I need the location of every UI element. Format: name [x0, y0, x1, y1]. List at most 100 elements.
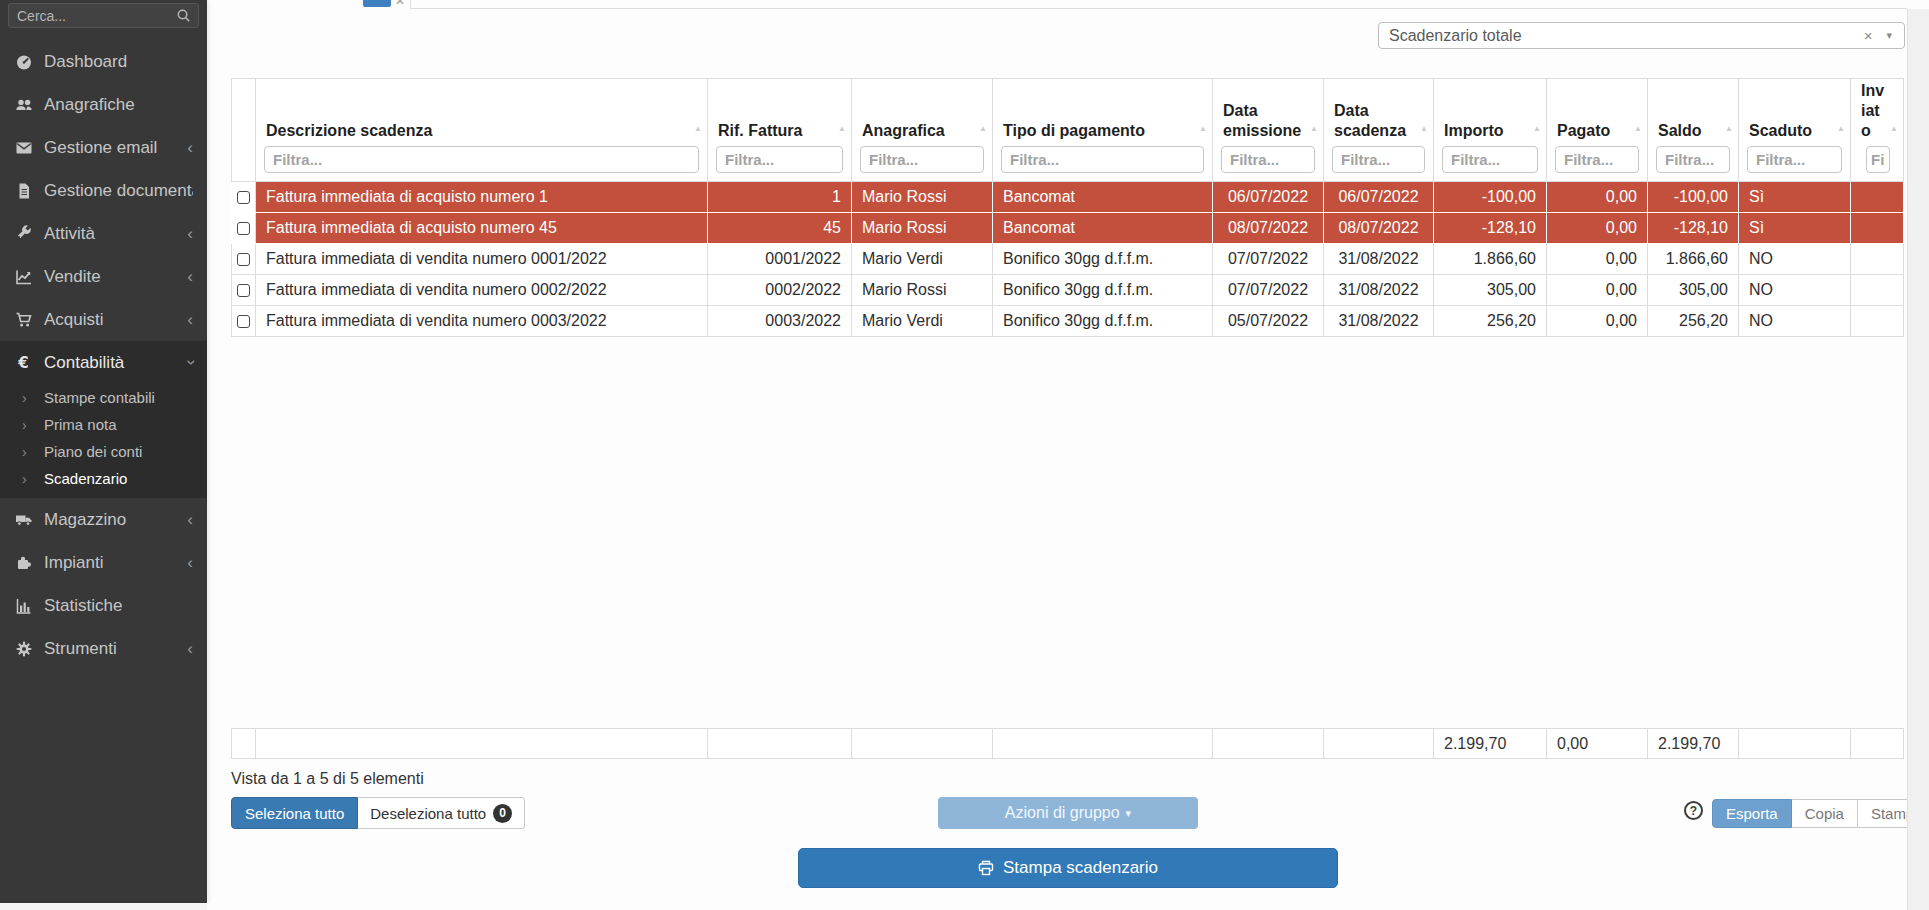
active-tab-remnant[interactable]	[363, 0, 391, 7]
column-header-rif-fattura[interactable]: Rif. Fattura▲	[708, 79, 852, 182]
sort-icon: ▲	[1418, 124, 1428, 141]
cart-icon	[14, 311, 34, 329]
chevron-left-icon: ‹	[187, 554, 193, 571]
header-checkbox-column	[232, 79, 256, 182]
scadenzario-table: Descrizione scadenza▲ Rif. Fattura▲ Anag…	[231, 78, 1904, 337]
scadenzario-type-select[interactable]: Scadenzario totale × ▾	[1378, 22, 1905, 49]
filter-anagrafica-input[interactable]	[860, 146, 984, 173]
column-header-pagato[interactable]: Pagato▲	[1547, 79, 1648, 182]
column-header-scaduto[interactable]: Scaduto▲	[1739, 79, 1851, 182]
row-checkbox[interactable]	[237, 284, 250, 297]
table-row[interactable]: Fattura immediata di acquisto numero 1 1…	[232, 182, 1904, 213]
help-icon[interactable]: ?	[1684, 801, 1703, 820]
sidebar-subitem-prima-nota[interactable]: › Prima nota	[0, 411, 207, 438]
sort-icon: ▲	[1835, 124, 1845, 141]
sidebar-item-label: Anagrafiche	[44, 95, 193, 115]
sidebar-subitem-stampe-contabili[interactable]: › Stampe contabili	[0, 384, 207, 411]
row-checkbox[interactable]	[237, 191, 250, 204]
users-icon	[14, 96, 34, 114]
filter-descrizione-input[interactable]	[264, 146, 699, 173]
chevron-left-icon: ‹	[187, 511, 193, 528]
app-root: Dashboard Anagrafiche Gestione email ‹	[0, 0, 1929, 910]
sort-icon: ▲	[1632, 124, 1642, 141]
sidebar-subitem-label: Prima nota	[44, 416, 117, 433]
wrench-icon	[14, 225, 34, 243]
column-header-descrizione[interactable]: Descrizione scadenza▲	[256, 79, 708, 182]
column-header-data-emissione[interactable]: Data emissione▲	[1213, 79, 1324, 182]
sidebar-bottom-gap	[0, 903, 207, 910]
filter-scaduto-input[interactable]	[1747, 146, 1842, 173]
sidebar-item-label: Magazzino	[44, 510, 187, 530]
table-row[interactable]: Fattura immediata di acquisto numero 45 …	[232, 213, 1904, 244]
sidebar-subitem-piano-dei-conti[interactable]: › Piano dei conti	[0, 438, 207, 465]
copy-button[interactable]: Copia	[1792, 799, 1858, 828]
sidebar-item-vendite[interactable]: Vendite ‹	[0, 255, 207, 298]
group-actions-button[interactable]: Azioni di gruppo ▾	[938, 797, 1198, 829]
clear-selection-icon[interactable]: ×	[1864, 27, 1887, 44]
document-icon	[14, 182, 34, 200]
truck-icon	[14, 511, 34, 529]
sidebar-item-label: Impianti	[44, 553, 187, 573]
sort-icon: ▲	[836, 124, 846, 141]
sidebar-item-gestione-email[interactable]: Gestione email ‹	[0, 126, 207, 169]
filter-tipo-pagamento-input[interactable]	[1001, 146, 1204, 173]
sidebar-item-label: Attività	[44, 224, 187, 244]
line-chart-icon	[14, 268, 34, 286]
sidebar-item-statistiche[interactable]: Statistiche	[0, 584, 207, 627]
filter-pagato-input[interactable]	[1555, 146, 1639, 173]
sidebar-nav: Dashboard Anagrafiche Gestione email ‹	[0, 40, 207, 670]
sidebar-item-gestione-documentale[interactable]: Gestione documentale	[0, 169, 207, 212]
printer-icon	[978, 860, 994, 876]
filter-rif-fattura-input[interactable]	[716, 146, 843, 173]
table-row[interactable]: Fattura immediata di vendita numero 0001…	[232, 244, 1904, 275]
sidebar-item-attivita[interactable]: Attività ‹	[0, 212, 207, 255]
row-checkbox[interactable]	[237, 222, 250, 235]
selection-button-group: Seleziona tutto Deseleziona tutto 0	[231, 797, 525, 829]
chevron-left-icon: ‹	[187, 640, 193, 657]
filter-saldo-input[interactable]	[1656, 146, 1730, 173]
column-header-importo[interactable]: Importo▲	[1434, 79, 1547, 182]
sidebar-item-label: Acquisti	[44, 310, 187, 330]
sidebar-search	[8, 3, 199, 28]
column-header-inviato[interactable]: Inviato▲	[1851, 79, 1904, 182]
scrollbar-track[interactable]	[1907, 9, 1929, 910]
filter-data-emissione-input[interactable]	[1221, 146, 1315, 173]
filter-inviato-input[interactable]	[1866, 146, 1890, 173]
sidebar-item-label: Vendite	[44, 267, 187, 287]
total-importo: 2.199,70	[1434, 729, 1547, 759]
sidebar-subitem-scadenzario[interactable]: › Scadenzario	[0, 465, 207, 492]
column-header-saldo[interactable]: Saldo▲	[1648, 79, 1739, 182]
export-button-group: Esporta Copia Stampa	[1712, 799, 1929, 828]
tab-close-icon[interactable]: ✕	[393, 0, 407, 8]
sidebar-item-dashboard[interactable]: Dashboard	[0, 40, 207, 83]
column-header-anagrafica[interactable]: Anagrafica▲	[852, 79, 993, 182]
gauge-icon	[14, 53, 34, 71]
column-header-tipo-pagamento[interactable]: Tipo di pagamento▲	[993, 79, 1213, 182]
filter-data-scadenza-input[interactable]	[1332, 146, 1425, 173]
search-input[interactable]	[9, 8, 176, 24]
deselect-all-button[interactable]: Deseleziona tutto 0	[358, 797, 525, 829]
sidebar-item-label: Gestione documentale	[44, 181, 193, 201]
sidebar-item-impianti[interactable]: Impianti ‹	[0, 541, 207, 584]
row-checkbox[interactable]	[237, 253, 250, 266]
sidebar-item-strumenti[interactable]: Strumenti ‹	[0, 627, 207, 670]
sidebar-item-acquisti[interactable]: Acquisti ‹	[0, 298, 207, 341]
sidebar-item-anagrafiche[interactable]: Anagrafiche	[0, 83, 207, 126]
svg-text:€: €	[17, 354, 28, 372]
sidebar-submenu-contabilita: › Stampe contabili › Prima nota › Piano …	[0, 384, 207, 498]
table-row[interactable]: Fattura immediata di vendita numero 0002…	[232, 275, 1904, 306]
sort-icon: ▲	[1308, 124, 1318, 141]
search-icon[interactable]	[176, 8, 191, 23]
sidebar-item-contabilita[interactable]: € Contabilità ‹	[0, 341, 207, 384]
select-all-button[interactable]: Seleziona tutto	[231, 797, 358, 829]
export-button[interactable]: Esporta	[1712, 799, 1792, 828]
sidebar-item-label: Statistiche	[44, 596, 193, 616]
filter-importo-input[interactable]	[1442, 146, 1538, 173]
print-schedule-button[interactable]: Stampa scadenzario	[798, 848, 1338, 888]
table-row[interactable]: Fattura immediata di vendita numero 0003…	[232, 306, 1904, 337]
chevron-right-icon: ›	[22, 444, 44, 460]
pagination-info: Vista da 1 a 5 di 5 elementi	[231, 770, 424, 788]
column-header-data-scadenza[interactable]: Data scadenza▲	[1324, 79, 1434, 182]
row-checkbox[interactable]	[237, 315, 250, 328]
sidebar-item-magazzino[interactable]: Magazzino ‹	[0, 498, 207, 541]
